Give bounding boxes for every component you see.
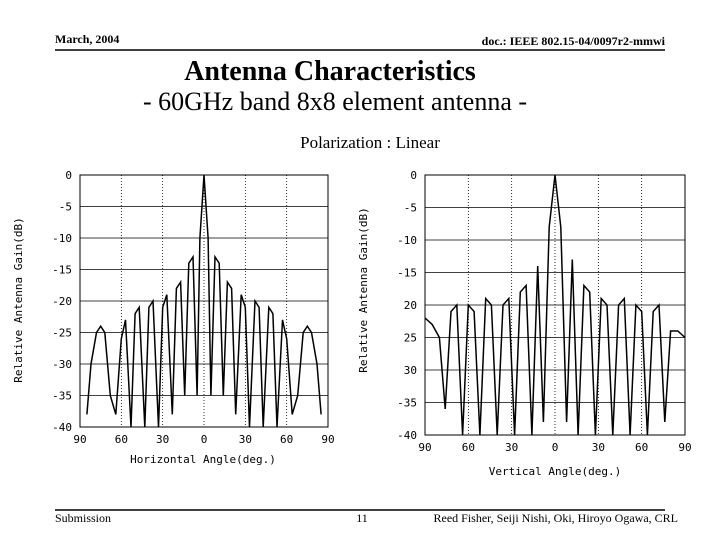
y-tick-label: -5 — [59, 201, 72, 214]
page-number: 11 — [356, 511, 368, 525]
y-tick-label: 0 — [65, 169, 72, 182]
x-tick-label: 0 — [201, 433, 208, 446]
doc-id: doc.: IEEE 802.15-04/0097r2-mmwi — [482, 34, 666, 48]
y-tick-label: -10 — [397, 234, 417, 247]
y-tick-label: -40 — [397, 429, 417, 442]
x-axis-label: Vertical Angle(deg.) — [489, 465, 621, 478]
x-tick-label: 90 — [321, 433, 334, 446]
y-tick-label: -15 — [52, 264, 72, 277]
y-tick-label: 20 — [404, 299, 417, 312]
x-tick-label: 0 — [552, 441, 559, 454]
y-tick-label: -30 — [52, 358, 72, 371]
x-tick-label: 30 — [592, 441, 605, 454]
subtitle: - 60GHz band 8x8 element antenna - — [143, 87, 527, 116]
y-tick-label: -25 — [52, 327, 72, 340]
y-tick-label: -20 — [52, 295, 72, 308]
x-tick-label: 30 — [505, 441, 518, 454]
x-tick-label: 30 — [239, 433, 252, 446]
x-tick-label: 90 — [678, 441, 691, 454]
x-tick-label: 60 — [635, 441, 648, 454]
x-tick-label: 30 — [156, 433, 169, 446]
x-tick-label: 60 — [462, 441, 475, 454]
caption: Polarization : Linear — [300, 133, 440, 152]
x-tick-label: 60 — [280, 433, 293, 446]
x-tick-label: 60 — [115, 433, 128, 446]
y-tick-label: -40 — [52, 421, 72, 434]
y-axis-label: Relative Antenna Gain(dB) — [12, 217, 25, 383]
title: Antenna Characteristics — [184, 56, 476, 87]
footer-left: Submission — [55, 511, 111, 525]
pattern-line — [424, 174, 686, 436]
y-tick-label: -5 — [404, 202, 417, 215]
date: March, 2004 — [55, 32, 119, 46]
y-tick-label: 25 — [404, 332, 417, 345]
x-axis-label: Horizontal Angle(deg.) — [130, 453, 276, 466]
y-axis-label: Relative Antenna Gain(dB) — [357, 207, 370, 373]
y-tick-label: 0 — [410, 169, 417, 182]
y-tick-label: -10 — [52, 232, 72, 245]
y-tick-label: -35 — [52, 390, 72, 403]
authors: Reed Fisher, Seiji Nishi, Oki, Hiroyo Og… — [434, 511, 679, 525]
y-tick-label: -35 — [397, 397, 417, 410]
x-tick-label: 90 — [418, 441, 431, 454]
y-tick-label: -15 — [397, 267, 417, 280]
y-tick-label: 30 — [404, 364, 417, 377]
pattern-line — [86, 174, 322, 428]
x-tick-label: 90 — [73, 433, 86, 446]
